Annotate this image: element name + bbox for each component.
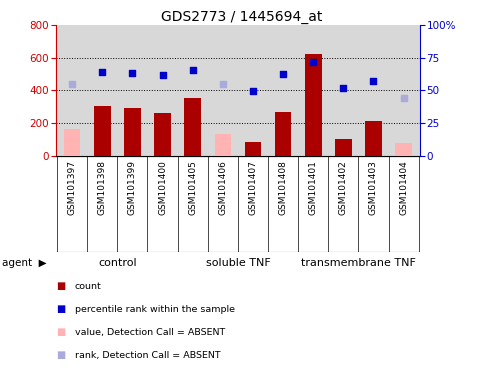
Text: control: control xyxy=(98,258,137,268)
Point xyxy=(159,72,167,78)
Point xyxy=(340,85,347,91)
Text: ■: ■ xyxy=(56,327,65,337)
Point xyxy=(219,81,227,87)
Bar xyxy=(335,139,352,156)
Text: GSM101406: GSM101406 xyxy=(218,161,227,215)
Bar xyxy=(305,55,322,156)
Text: GSM101407: GSM101407 xyxy=(248,161,257,215)
Text: GSM101397: GSM101397 xyxy=(68,161,77,215)
Bar xyxy=(154,113,171,156)
Text: ■: ■ xyxy=(56,350,65,360)
Bar xyxy=(245,142,261,156)
Text: ■: ■ xyxy=(56,281,65,291)
Text: value, Detection Call = ABSENT: value, Detection Call = ABSENT xyxy=(75,328,225,337)
Text: GSM101403: GSM101403 xyxy=(369,161,378,215)
Bar xyxy=(396,143,412,156)
Text: percentile rank within the sample: percentile rank within the sample xyxy=(75,305,235,314)
Bar xyxy=(124,108,141,156)
Text: GSM101404: GSM101404 xyxy=(399,161,408,215)
Text: ■: ■ xyxy=(56,304,65,314)
Text: soluble TNF: soluble TNF xyxy=(205,258,270,268)
Point xyxy=(99,69,106,75)
Bar xyxy=(214,134,231,156)
Text: agent  ▶: agent ▶ xyxy=(2,258,47,268)
Text: GSM101408: GSM101408 xyxy=(279,161,287,215)
Text: transmembrane TNF: transmembrane TNF xyxy=(301,258,416,268)
Point xyxy=(279,71,287,77)
Text: GSM101402: GSM101402 xyxy=(339,161,348,215)
Point xyxy=(189,67,197,73)
Point xyxy=(249,88,257,94)
Bar xyxy=(275,112,291,156)
Text: GSM101400: GSM101400 xyxy=(158,161,167,215)
Text: GSM101401: GSM101401 xyxy=(309,161,318,215)
Point xyxy=(128,70,136,76)
Point xyxy=(400,94,408,101)
Point xyxy=(369,78,377,84)
Text: GSM101405: GSM101405 xyxy=(188,161,197,215)
Point xyxy=(309,60,317,66)
Text: rank, Detection Call = ABSENT: rank, Detection Call = ABSENT xyxy=(75,351,221,360)
Text: count: count xyxy=(75,281,101,291)
Text: GSM101398: GSM101398 xyxy=(98,161,107,215)
Bar xyxy=(94,106,111,156)
Text: GDS2773 / 1445694_at: GDS2773 / 1445694_at xyxy=(161,10,322,23)
Point xyxy=(68,81,76,87)
Text: GSM101399: GSM101399 xyxy=(128,161,137,215)
Bar xyxy=(185,98,201,156)
Bar xyxy=(365,121,382,156)
Bar xyxy=(64,129,80,156)
